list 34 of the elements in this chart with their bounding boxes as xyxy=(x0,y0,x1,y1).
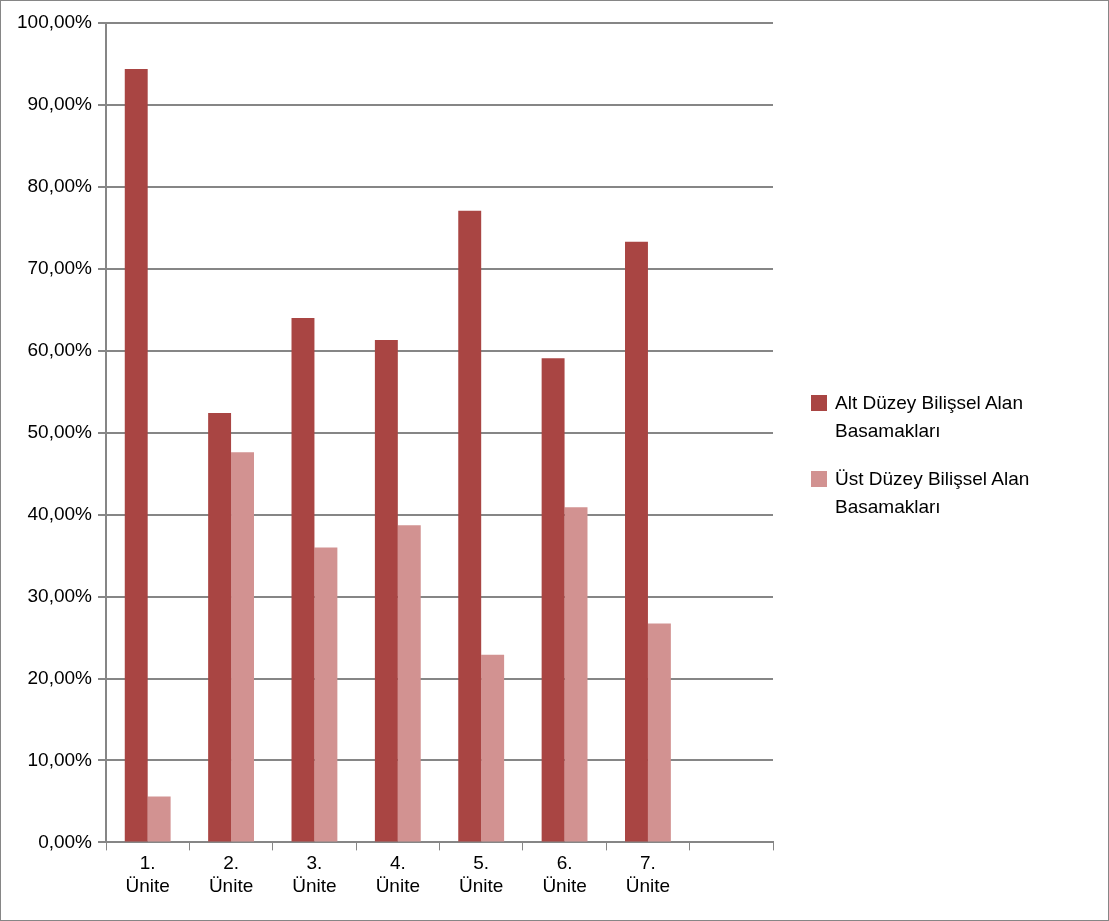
y-tick-label: 20,00% xyxy=(27,666,93,688)
bar xyxy=(458,210,482,842)
bar xyxy=(481,654,505,842)
y-tick-label: 100,00% xyxy=(16,11,93,33)
x-tick-label: 2. Ünite xyxy=(208,852,254,896)
bar xyxy=(374,340,398,842)
x-tick-label: 5. Ünite xyxy=(459,852,504,896)
legend-label: Üst Düzey Bilişsel Alan Basamakları xyxy=(835,467,1031,519)
y-tick-label: 10,00% xyxy=(27,748,93,770)
bar xyxy=(291,317,315,842)
y-tick-label: 0,00% xyxy=(38,830,93,852)
y-tick-label: 50,00% xyxy=(27,420,93,442)
y-tick-label: 30,00% xyxy=(27,584,93,606)
x-tick-label: 1. Ünite xyxy=(125,852,170,896)
legend-label: Alt Düzey Bilişsel Alan Basamakları xyxy=(835,391,1024,443)
bar xyxy=(625,241,648,842)
y-tick-label: 80,00% xyxy=(27,175,93,197)
y-tick-label: 60,00% xyxy=(27,338,93,360)
x-tick-label: 6. Ünite xyxy=(542,852,587,896)
y-tick-label: 40,00% xyxy=(27,502,93,524)
bar xyxy=(564,507,588,842)
y-tick-label: 90,00% xyxy=(27,93,93,115)
bar xyxy=(124,68,148,842)
bar xyxy=(314,547,338,842)
bar xyxy=(397,525,421,842)
bar xyxy=(147,796,171,842)
x-tick-label: 3. Ünite xyxy=(292,852,337,896)
bar xyxy=(541,358,565,842)
y-tick-label: 70,00% xyxy=(27,257,93,279)
x-tick-label: 7. Ünite xyxy=(625,852,671,896)
x-tick-label: 4. Ünite xyxy=(375,852,420,896)
bar xyxy=(231,452,254,842)
bar xyxy=(208,413,232,842)
bar xyxy=(647,623,671,842)
